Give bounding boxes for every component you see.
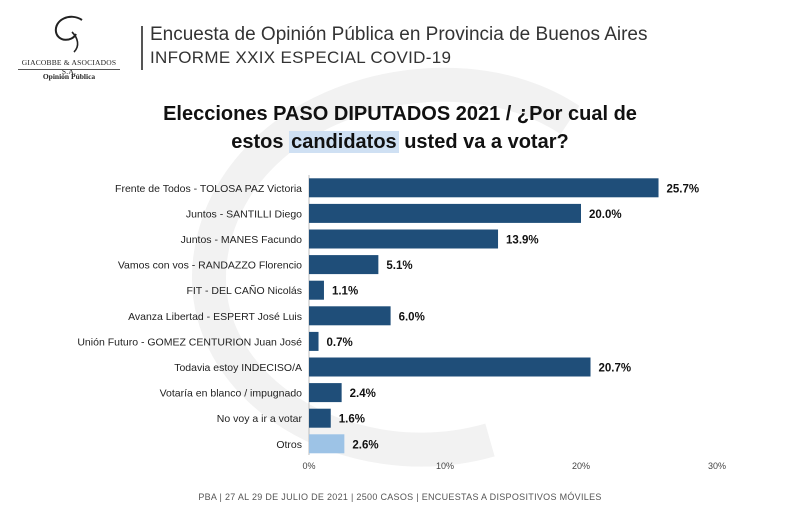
chart-title-line2: estos candidatos usted va a votar?: [0, 128, 800, 156]
data-label: 20.0%: [589, 209, 622, 221]
bar: [309, 434, 345, 454]
bar: [309, 178, 659, 198]
report-subtitle: INFORME XXIX ESPECIAL COVID-19: [150, 48, 452, 67]
data-label: 20.7%: [599, 363, 632, 375]
data-label: 1.1%: [332, 286, 358, 298]
category-label: Juntos - SANTILLI Diego: [186, 208, 302, 220]
chart-title: Elecciones PASO DIPUTADOS 2021 / ¿Por cu…: [0, 100, 800, 156]
data-label: 1.6%: [339, 414, 365, 426]
title-text-pre: estos: [231, 131, 290, 153]
logo-divider: [18, 69, 120, 70]
data-label: 6.0%: [399, 311, 425, 323]
category-label: FIT - DEL CAÑO Nicolás: [186, 284, 302, 297]
company-subtitle: Opinión Pública: [42, 72, 96, 81]
data-label: 5.1%: [386, 260, 412, 272]
x-tick-label: 0%: [302, 461, 315, 471]
category-label: Avanza Libertad - ESPERT José Luis: [128, 311, 302, 323]
logo-mark-icon: [54, 15, 83, 53]
bar: [309, 357, 591, 377]
category-label: Juntos - MANES Facundo: [181, 234, 303, 246]
report-title: Encuesta de Opinión Pública en Provincia…: [150, 24, 648, 45]
bar: [309, 229, 499, 249]
category-label: No voy a ir a votar: [217, 413, 303, 425]
title-text-post: usted va a votar?: [398, 131, 569, 153]
x-tick-label: 10%: [436, 461, 454, 471]
bar: [309, 280, 324, 300]
category-label: Frente de Todos - TOLOSA PAZ Victoria: [115, 183, 302, 195]
bar: [309, 306, 391, 326]
data-label: 25.7%: [667, 183, 700, 195]
data-label: 2.4%: [350, 388, 376, 400]
bar: [309, 383, 342, 403]
data-label: 0.7%: [327, 337, 353, 349]
category-label: Vamos con vos - RANDAZZO Florencio: [118, 260, 302, 272]
data-label: 2.6%: [352, 439, 378, 451]
watermark-logo: [192, 67, 580, 467]
chart-title-line1: Elecciones PASO DIPUTADOS 2021 / ¿Por cu…: [163, 103, 637, 125]
bar: [309, 203, 581, 223]
footer-note: PBA | 27 AL 29 DE JULIO DE 2021 | 2500 C…: [198, 492, 602, 502]
category-label: Otros: [276, 439, 302, 451]
category-label: Unión Futuro - GOMEZ CENTURION Juan José: [77, 336, 302, 348]
company-logo: GIACOBBE & ASOCIADOS S.A. Opinión Públic…: [14, 14, 124, 86]
x-tick-label: 20%: [572, 461, 590, 471]
data-label: 13.9%: [506, 235, 539, 247]
x-tick-label: 30%: [708, 461, 726, 471]
header-divider: [141, 26, 143, 70]
category-label: Votaría en blanco / impugnado: [160, 388, 303, 400]
title-highlight: candidatos: [289, 131, 399, 153]
company-name: GIACOBBE & ASOCIADOS S.A.: [21, 58, 117, 76]
bar: [309, 255, 379, 275]
category-label: Todavia estoy INDECISO/A: [174, 362, 302, 374]
bar: [309, 408, 331, 428]
bar: [309, 331, 319, 351]
